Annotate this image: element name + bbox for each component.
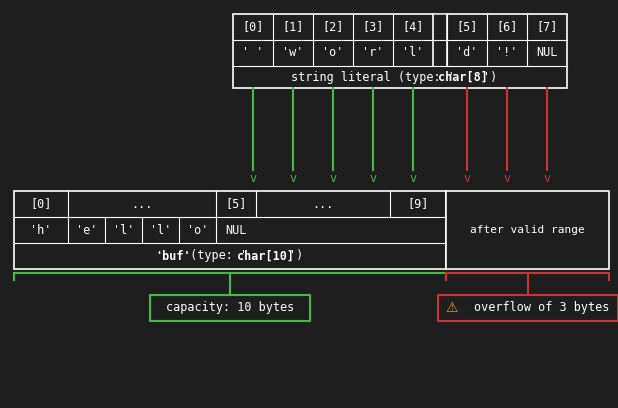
Text: 'l': 'l' bbox=[150, 224, 171, 237]
Text: 'l': 'l' bbox=[402, 47, 424, 60]
Bar bbox=[233, 14, 567, 88]
Bar bbox=[438, 295, 617, 321]
Bar bbox=[14, 191, 446, 269]
Text: [6]: [6] bbox=[496, 20, 518, 33]
Text: string literal (type: ': string literal (type: ' bbox=[291, 71, 455, 84]
Text: [0]: [0] bbox=[30, 197, 52, 211]
Text: NUL: NUL bbox=[226, 224, 247, 237]
Text: ⚠: ⚠ bbox=[445, 301, 458, 315]
Text: NUL: NUL bbox=[536, 47, 557, 60]
Bar bbox=[446, 191, 609, 269]
Text: [4]: [4] bbox=[402, 20, 424, 33]
Text: ' ': ' ' bbox=[242, 47, 264, 60]
Text: '!': '!' bbox=[496, 47, 518, 60]
Text: v: v bbox=[370, 171, 376, 184]
Text: char[10]: char[10] bbox=[237, 250, 295, 262]
Text: '): ') bbox=[483, 71, 497, 84]
Text: [7]: [7] bbox=[536, 20, 557, 33]
Text: char[8]: char[8] bbox=[438, 71, 488, 84]
Text: 'buf': 'buf' bbox=[155, 250, 191, 262]
Text: overflow of 3 bytes: overflow of 3 bytes bbox=[474, 302, 609, 315]
Text: [9]: [9] bbox=[407, 197, 429, 211]
Text: [3]: [3] bbox=[362, 20, 384, 33]
Text: 'o': 'o' bbox=[323, 47, 344, 60]
Text: (type: ': (type: ' bbox=[183, 250, 247, 262]
Text: 'l': 'l' bbox=[113, 224, 134, 237]
Bar bbox=[150, 295, 310, 321]
Text: 'e': 'e' bbox=[76, 224, 97, 237]
Text: 'o': 'o' bbox=[187, 224, 208, 237]
Text: v: v bbox=[329, 171, 337, 184]
Text: [1]: [1] bbox=[282, 20, 303, 33]
Text: capacity: 10 bytes: capacity: 10 bytes bbox=[166, 302, 294, 315]
Text: v: v bbox=[289, 171, 297, 184]
Text: [0]: [0] bbox=[242, 20, 264, 33]
Text: ...: ... bbox=[131, 197, 153, 211]
Text: v: v bbox=[250, 171, 256, 184]
Text: 'd': 'd' bbox=[456, 47, 478, 60]
Text: [5]: [5] bbox=[456, 20, 478, 33]
Text: v: v bbox=[464, 171, 470, 184]
Text: v: v bbox=[543, 171, 551, 184]
Text: 'w': 'w' bbox=[282, 47, 303, 60]
Text: '): ') bbox=[289, 250, 303, 262]
Text: 'r': 'r' bbox=[362, 47, 384, 60]
Text: v: v bbox=[410, 171, 417, 184]
Text: after valid range: after valid range bbox=[470, 225, 585, 235]
Text: [2]: [2] bbox=[323, 20, 344, 33]
Text: 'h': 'h' bbox=[30, 224, 52, 237]
Text: v: v bbox=[504, 171, 510, 184]
Text: ...: ... bbox=[312, 197, 334, 211]
Bar bbox=[434, 15, 446, 65]
Text: [5]: [5] bbox=[226, 197, 247, 211]
